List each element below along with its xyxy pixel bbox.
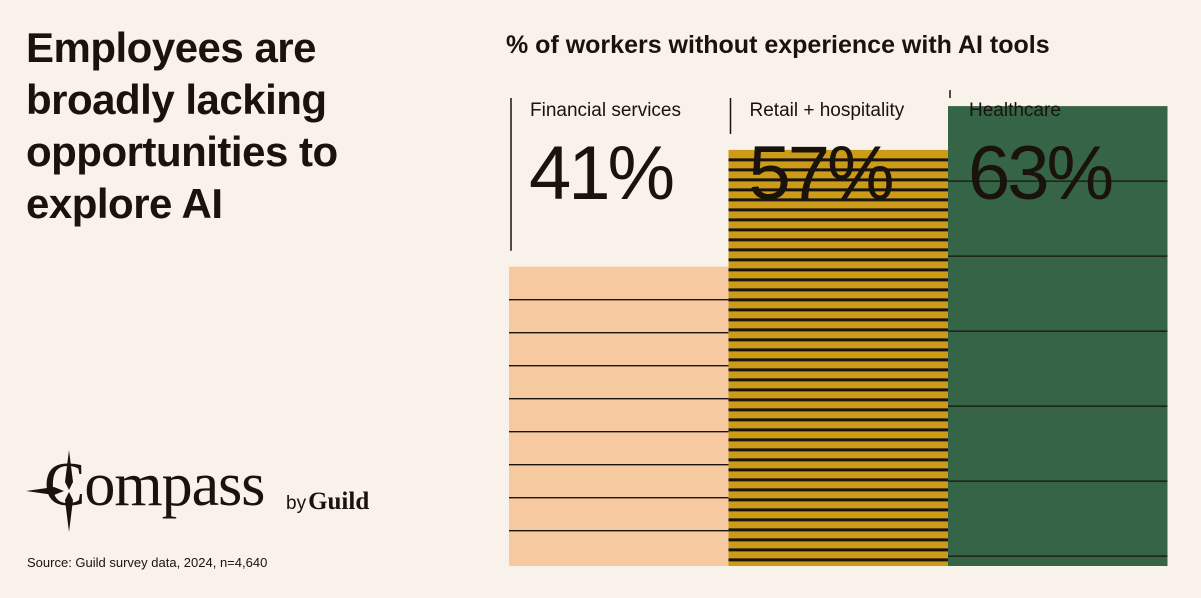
compass-wordmark: Compass — [44, 451, 265, 519]
by-guild-mark: byGuild — [286, 488, 370, 515]
bar-stripes-1 — [728, 158, 948, 562]
bar-stripes-2 — [948, 180, 1168, 557]
compass-logo: Compass byGuild — [24, 446, 384, 536]
compass-star-icon — [26, 450, 73, 532]
bar-stripes-0 — [509, 299, 729, 532]
category-label-0: Financial services — [530, 100, 681, 121]
category-label-1: Retail + hospitality — [750, 100, 905, 121]
value-label-2: 63% — [968, 131, 1112, 216]
value-label-0: 41% — [529, 131, 673, 216]
bar-0 — [509, 266, 729, 566]
bar-2 — [948, 106, 1168, 566]
value-label-1: 57% — [749, 131, 893, 216]
chart-title: % of workers without experience with AI … — [506, 31, 1050, 59]
source-note: Source: Guild survey data, 2024, n=4,640 — [27, 555, 268, 570]
headline: Employees are broadly lacking opportunit… — [26, 24, 338, 227]
category-label-2: Healthcare — [969, 100, 1061, 121]
